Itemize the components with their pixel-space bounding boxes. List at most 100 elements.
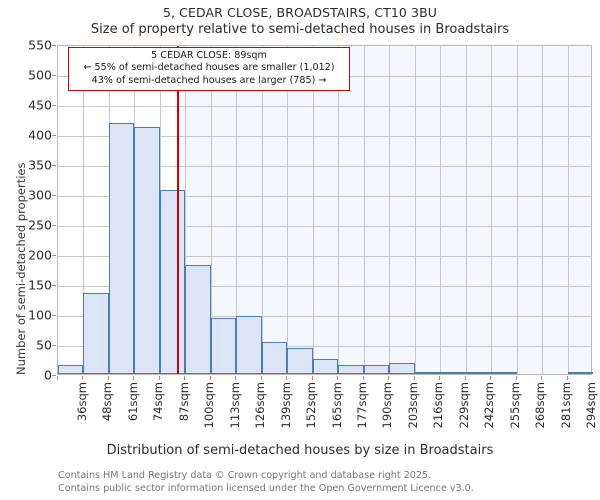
y-tick-label: 250 bbox=[28, 217, 52, 233]
y-tick-label: 550 bbox=[28, 37, 52, 53]
y-tick-label: 0 bbox=[44, 367, 52, 383]
x-tick-mark bbox=[209, 376, 211, 380]
x-tick-mark bbox=[133, 376, 135, 380]
x-axis-ticks: 36sqm 48sqm 61sqm 74sqm 87sqm 100sqm 113sqm 126… bbox=[57, 376, 598, 438]
histogram-bar bbox=[83, 293, 109, 374]
y-tick-mark bbox=[52, 255, 56, 256]
x-tick-label: 48sqm bbox=[100, 382, 115, 422]
annotation-line-2: ← 55% of semi-detached houses are smalle… bbox=[83, 62, 335, 74]
y-tick-mark bbox=[52, 345, 56, 346]
gridline bbox=[516, 46, 518, 374]
histogram-bar bbox=[287, 348, 313, 374]
gridline bbox=[338, 46, 340, 374]
y-tick-mark bbox=[52, 105, 56, 106]
gridline bbox=[287, 46, 289, 374]
histogram-bar bbox=[108, 122, 135, 374]
histogram-bar bbox=[338, 365, 364, 374]
histogram-bar bbox=[312, 359, 339, 374]
x-axis-label: Distribution of semi-detached houses by … bbox=[106, 443, 494, 458]
gridline bbox=[465, 46, 467, 374]
x-tick-label: 165sqm bbox=[329, 382, 344, 429]
x-tick-label: 36sqm bbox=[74, 382, 89, 422]
x-tick-mark bbox=[515, 376, 517, 380]
gridline bbox=[210, 46, 212, 374]
gridline bbox=[261, 46, 263, 374]
footer-line-1: Contains HM Land Registry data © Crown c… bbox=[58, 470, 432, 481]
histogram-bar bbox=[261, 341, 288, 374]
gridline bbox=[58, 256, 591, 257]
gridline bbox=[491, 46, 493, 374]
histogram-bar bbox=[210, 317, 237, 374]
plot-area bbox=[57, 45, 593, 375]
x-tick-mark bbox=[541, 376, 543, 380]
x-tick-mark bbox=[490, 376, 492, 380]
y-tick-label: 400 bbox=[28, 127, 52, 143]
gridline bbox=[389, 46, 391, 374]
y-tick-mark bbox=[52, 315, 56, 316]
x-tick-label: 61sqm bbox=[125, 382, 140, 422]
histogram-bar bbox=[440, 372, 466, 374]
histogram-bar bbox=[363, 365, 390, 374]
x-tick-label: 177sqm bbox=[354, 382, 369, 429]
gridline bbox=[185, 46, 187, 374]
histogram-bar bbox=[414, 371, 441, 374]
histogram-bar bbox=[567, 372, 593, 374]
x-tick-label: 113sqm bbox=[227, 382, 242, 429]
x-tick-label: 268sqm bbox=[533, 382, 548, 429]
x-tick-mark bbox=[286, 376, 288, 380]
y-tick-mark bbox=[52, 135, 56, 136]
y-tick-label: 300 bbox=[28, 187, 52, 203]
x-tick-mark bbox=[311, 376, 313, 380]
x-tick-mark bbox=[413, 376, 415, 380]
gridline bbox=[58, 286, 591, 287]
histogram-bar bbox=[185, 264, 211, 374]
histogram-bar bbox=[134, 126, 160, 374]
property-size-marker-line bbox=[176, 46, 179, 374]
gridline bbox=[58, 106, 591, 107]
x-tick-mark bbox=[82, 376, 84, 380]
histogram-bar bbox=[58, 365, 84, 374]
x-tick-mark bbox=[566, 376, 568, 380]
x-tick-mark bbox=[388, 376, 390, 380]
y-tick-mark bbox=[52, 285, 56, 286]
x-tick-label: 100sqm bbox=[202, 382, 217, 429]
x-tick-mark bbox=[107, 376, 109, 380]
y-tick-label: 200 bbox=[28, 247, 52, 263]
gridline bbox=[58, 316, 591, 317]
histogram-bar bbox=[236, 316, 262, 374]
y-tick-label: 150 bbox=[28, 277, 52, 293]
histogram-bar bbox=[465, 372, 492, 374]
x-tick-mark bbox=[158, 376, 160, 380]
gridline bbox=[58, 226, 591, 227]
x-tick-mark bbox=[464, 376, 466, 380]
histogram-bar bbox=[491, 372, 517, 374]
x-tick-mark bbox=[57, 376, 58, 380]
y-tick-label: 350 bbox=[28, 157, 52, 173]
chart-subtitle: Size of property relative to semi-detach… bbox=[90, 22, 510, 37]
x-tick-mark bbox=[337, 376, 339, 380]
x-tick-label: 190sqm bbox=[380, 382, 395, 429]
footer-line-2: Contains public sector information licen… bbox=[58, 482, 474, 494]
x-tick-label: 242sqm bbox=[482, 382, 497, 429]
x-tick-label: 74sqm bbox=[151, 382, 166, 422]
y-axis-ticks: 0 50 100 150 200 250 300 350 400 450 500 550 bbox=[0, 38, 56, 383]
y-tick-label: 500 bbox=[28, 67, 52, 83]
chart-title: 5, CEDAR CLOSE, BROADSTAIRS, CT10 3BU bbox=[162, 5, 438, 20]
x-tick-label: 281sqm bbox=[558, 382, 573, 429]
x-tick-label: 255sqm bbox=[507, 382, 522, 429]
annotation-line-1: 5 CEDAR CLOSE: 89sqm bbox=[151, 50, 267, 61]
y-tick-mark bbox=[52, 375, 56, 376]
footer-attribution: Contains HM Land Registry data © Crown c… bbox=[58, 470, 598, 496]
x-tick-label: 229sqm bbox=[456, 382, 471, 429]
gridline bbox=[567, 46, 569, 374]
gridline bbox=[58, 196, 591, 197]
gridline bbox=[440, 46, 442, 374]
x-tick-label: 294sqm bbox=[584, 382, 599, 429]
y-tick-label: 100 bbox=[28, 307, 52, 323]
x-tick-mark bbox=[260, 376, 262, 380]
annotation-box: 5 CEDAR CLOSE: 89sqm ← 55% of semi-detac… bbox=[68, 47, 350, 91]
y-tick-label: 50 bbox=[36, 337, 52, 353]
y-tick-mark bbox=[52, 75, 56, 76]
y-tick-mark bbox=[52, 225, 56, 226]
